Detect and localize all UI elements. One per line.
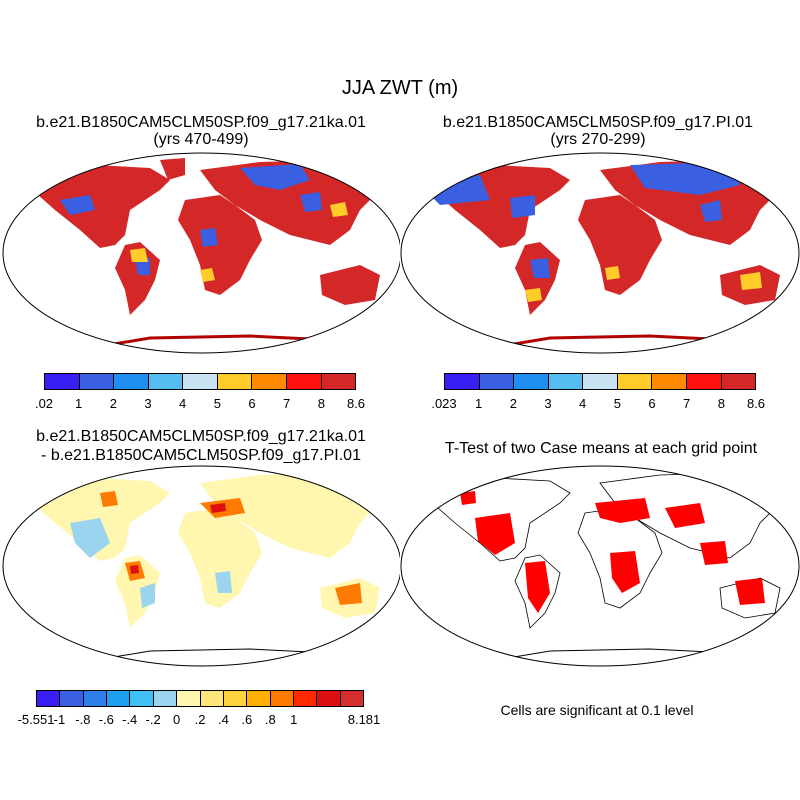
colorbar-swatch <box>445 374 480 389</box>
colorbar-21ka-ticks: .02 1 2 3 4 5 6 7 8 8.6 <box>35 396 365 411</box>
orange-cells <box>525 266 762 302</box>
colorbar-tick-label: .8 <box>264 712 276 727</box>
panel2-title-years: (yrs 270-299) <box>550 131 646 148</box>
colorbar-tick-label: -.2 <box>145 712 161 727</box>
colorbar-tick-label: -.6 <box>98 712 114 727</box>
colorbar-swatch <box>200 691 224 706</box>
colorbar-tick-label: -.8 <box>75 712 91 727</box>
colorbar-swatch <box>652 374 687 389</box>
colorbar-tick-label: -1 <box>53 712 66 727</box>
colorbar-swatch <box>107 691 131 706</box>
colorbar-tick-label: 7 <box>683 396 691 411</box>
colorbar-tick-label: 7 <box>283 396 291 411</box>
colorbar-tick-label: 8 <box>717 396 725 411</box>
colorbar-tick-label: 4 <box>579 396 587 411</box>
map-panel-pi <box>400 152 800 354</box>
colorbar-tick-label: 2 <box>509 396 517 411</box>
land-mass <box>38 473 380 628</box>
colorbar-tick-label: 4 <box>179 396 187 411</box>
significance-note: Cells are significant at 0.1 level <box>500 702 694 718</box>
antarctica <box>89 334 381 350</box>
colorbar-swatch <box>270 691 294 706</box>
colorbar-swatch <box>686 374 722 389</box>
colorbar-tick-label: 8.181 <box>347 712 381 727</box>
colorbar-swatch <box>317 691 341 706</box>
positive-cells <box>100 491 362 605</box>
colorbar-difference-ticks: -5.551 -1 -.8 -.6 -.4 -.2 0 .2 .4 .6 .8 1 8.181 <box>18 712 381 727</box>
colorbar-21ka <box>44 373 356 390</box>
colorbar-swatch <box>286 374 322 389</box>
colorbar-tick-label: 8.6 <box>746 396 766 411</box>
colorbar-swatch <box>293 691 318 706</box>
colorbar-swatch <box>223 691 248 706</box>
colorbar-tick-label: 6 <box>248 396 256 411</box>
colorbar-tick-label: 5 <box>613 396 621 411</box>
colorbar-tick-label: .4 <box>218 712 229 727</box>
colorbar-tick-label: -.4 <box>122 712 138 727</box>
colorbar-swatch <box>60 691 84 706</box>
map-panel-ttest <box>400 465 800 667</box>
antarctica <box>89 648 381 662</box>
colorbar-swatch <box>217 374 253 389</box>
negative-cells <box>70 518 232 608</box>
colorbar-swatch <box>583 374 618 389</box>
strong-positive-cells <box>130 503 226 574</box>
colorbar-tick-label: 0 <box>172 712 181 727</box>
colorbar-tick-label: 1 <box>75 396 83 411</box>
map-panel-21ka <box>2 152 400 354</box>
colorbar-tick-label: 8.6 <box>346 396 366 411</box>
colorbar-swatch <box>37 691 61 706</box>
colorbar-swatch <box>153 691 178 706</box>
figure-title: JJA ZWT (m) <box>341 77 459 99</box>
colorbar-tick-label: 6 <box>648 396 656 411</box>
colorbar-tick-label: 1 <box>475 396 483 411</box>
map-panel-difference <box>2 465 400 667</box>
colorbar-tick-label: .2 <box>194 712 206 727</box>
colorbar-tick-label: 5 <box>213 396 221 411</box>
antarctica <box>489 334 781 350</box>
panel3-title-case: b.e21.B1850CAM5CLM50SP.f09_g17.21ka.01 <box>36 428 366 445</box>
colorbar-tick-label: -5.551 <box>17 712 55 727</box>
colorbar-tick-label: 8 <box>317 396 325 411</box>
colorbar-pi-ticks: .023 1 2 3 4 5 6 7 8 8.6 <box>431 396 765 411</box>
colorbar-tick-label: .023 <box>431 396 457 411</box>
colorbar-swatch <box>721 374 756 389</box>
land-mass <box>38 158 380 315</box>
colorbar-swatch <box>321 374 356 389</box>
colorbar-swatch <box>114 374 149 389</box>
colorbar-swatch <box>247 691 271 706</box>
colorbar-swatch <box>183 374 218 389</box>
colorbar-swatch <box>617 374 653 389</box>
colorbar-swatch <box>177 691 201 706</box>
colorbar-tick-label: 1 <box>290 712 298 727</box>
colorbar-swatch <box>548 374 584 389</box>
colorbar-swatch <box>130 691 154 706</box>
significant-cells <box>460 491 765 613</box>
colorbar-swatch <box>340 691 364 706</box>
antarctica <box>489 648 781 662</box>
colorbar-swatch <box>148 374 184 389</box>
colorbar-tick-label: 3 <box>144 396 152 411</box>
colorbar-tick-label: .02 <box>34 396 54 411</box>
colorbar-tick-label: 3 <box>544 396 552 411</box>
blue-cells <box>60 164 322 275</box>
panel2-title-case: b.e21.B1850CAM5CLM50SP.f09_g17.PI.01 <box>442 114 754 131</box>
colorbar-swatch <box>83 691 108 706</box>
colorbar-swatch <box>479 374 515 389</box>
panel4-title: T-Test of two Case means at each grid po… <box>444 440 758 457</box>
panel1-title-years: (yrs 470-499) <box>153 131 249 148</box>
colorbar-tick-label: .6 <box>241 712 253 727</box>
orange-cells <box>130 202 348 282</box>
coastlines <box>437 472 781 629</box>
colorbar-pi <box>444 373 756 390</box>
colorbar-swatch <box>514 374 549 389</box>
colorbar-tick-label: 2 <box>109 396 117 411</box>
colorbar-difference <box>36 690 364 707</box>
panel3-title-minus-case: - b.e21.B1850CAM5CLM50SP.f09_g17.PI.01 <box>41 447 361 464</box>
colorbar-swatch <box>79 374 115 389</box>
colorbar-swatch <box>252 374 287 389</box>
colorbar-swatch <box>45 374 80 389</box>
panel1-title-case: b.e21.B1850CAM5CLM50SP.f09_g17.21ka.01 <box>36 114 366 131</box>
